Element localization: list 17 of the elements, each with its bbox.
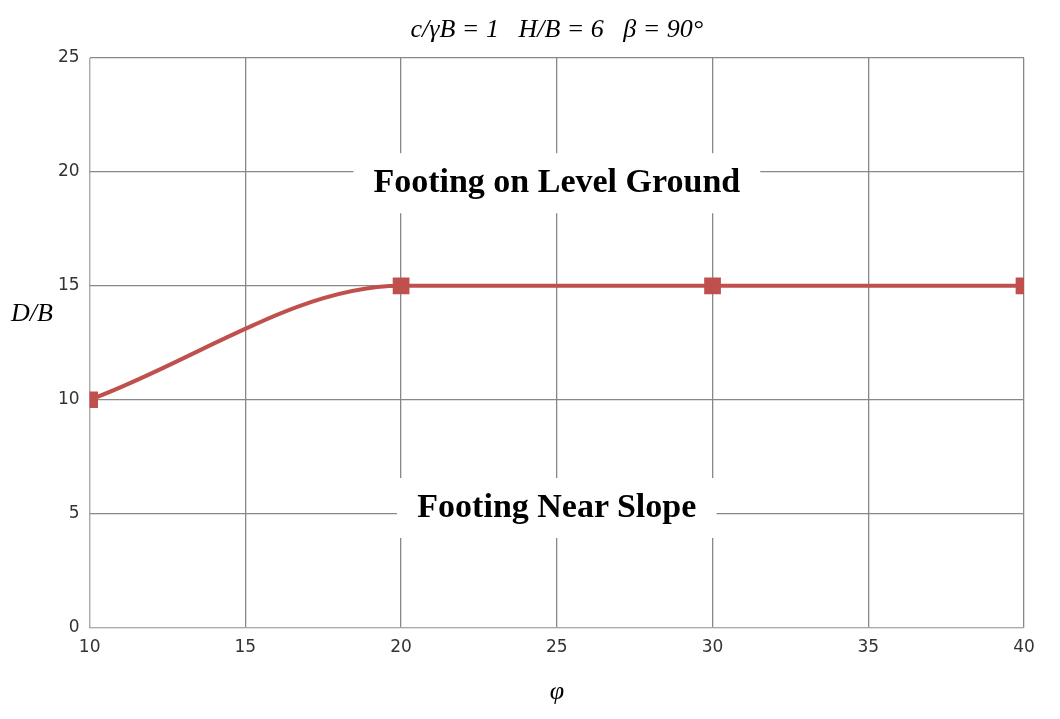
x-tick-label: 15: [234, 636, 257, 657]
annotation: Footing Near Slope: [417, 486, 697, 524]
x-axis-title: φ: [549, 675, 565, 705]
y-tick-label: 0: [68, 616, 80, 637]
annotation: Footing on Level Ground: [373, 162, 741, 200]
x-tick-label: 40: [1013, 636, 1035, 657]
y-axis-title: D/B: [10, 298, 54, 328]
x-tick-label: 25: [546, 636, 568, 657]
y-tick-label: 5: [68, 502, 80, 523]
y-tick-label: 15: [57, 274, 80, 295]
x-tick-label: 30: [701, 636, 724, 657]
chart-title: c/γB = 1 H/B = 6 β = 90°: [410, 13, 704, 43]
y-tick-label: 10: [57, 388, 80, 409]
y-tick-label: 20: [57, 160, 80, 181]
x-tick-label: 20: [390, 636, 412, 657]
x-tick-label: 35: [857, 636, 880, 657]
y-tick-label: 25: [57, 46, 80, 67]
